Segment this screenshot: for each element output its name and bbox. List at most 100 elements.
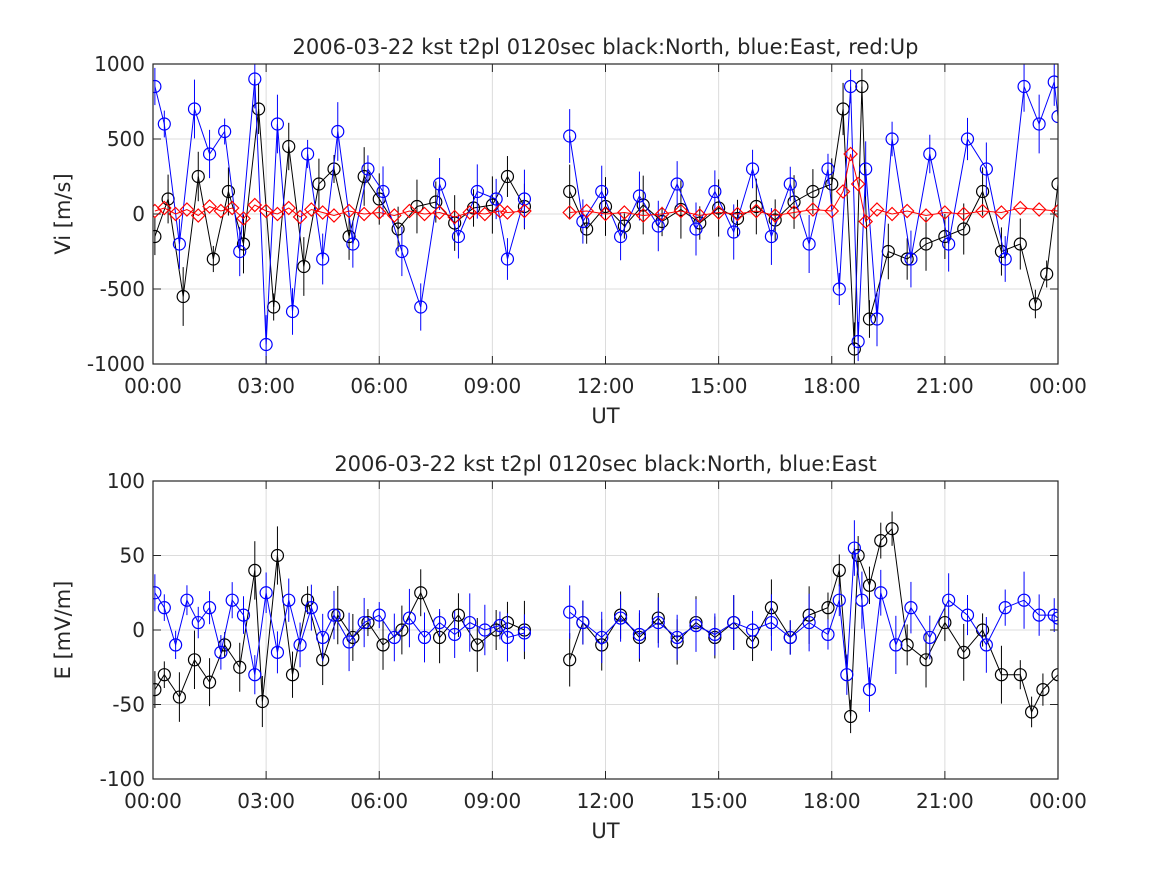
electric-field-north-point — [301, 593, 315, 607]
velocity-east-point — [248, 72, 262, 86]
velocity-east-point — [783, 177, 797, 191]
electric-field-east-point — [670, 630, 684, 645]
velocity-x-axis-label: UT — [591, 404, 619, 428]
electric-field-east-point — [500, 630, 515, 645]
velocity-y-tick-label: 0 — [132, 202, 145, 226]
velocity-up-point — [635, 208, 651, 223]
electric-field-east-point — [342, 635, 356, 649]
electric-field-east-point — [764, 615, 779, 630]
velocity-up-series-line — [569, 153, 1058, 223]
velocity-chart-title: 2006-03-22 kst t2pl 0120sec black:North,… — [293, 35, 919, 59]
electric-field-north-point — [874, 533, 888, 548]
velocity-east-point — [851, 334, 865, 349]
velocity-up-point — [835, 184, 851, 199]
electric-field-east-point — [1017, 593, 1031, 607]
electric-field-north-point — [172, 690, 186, 704]
electric-field-east-point — [727, 615, 741, 630]
electric-field-y-tick-label: 100 — [107, 469, 145, 493]
electric-field-north-point — [994, 668, 1009, 682]
velocity-up-point — [767, 208, 783, 223]
electric-field-north-point — [376, 638, 390, 652]
electric-field-east-point — [651, 615, 665, 630]
electric-field-east-series-line — [154, 592, 525, 675]
velocity-east-point — [870, 312, 884, 326]
electric-field-chart-title: 2006-03-22 kst t2pl 0120sec black:North,… — [334, 452, 876, 476]
velocity-north-point — [191, 169, 205, 184]
velocity-y-tick-label: 500 — [107, 127, 145, 151]
velocity-north-point — [957, 222, 971, 236]
electric-field-x-axis-label: UT — [591, 819, 619, 843]
velocity-east-point — [651, 219, 665, 233]
electric-field-east-point — [282, 593, 296, 607]
velocity-east-point — [979, 162, 993, 176]
electric-field-north-point — [1025, 705, 1039, 719]
velocity-north-point — [749, 199, 763, 214]
velocity-x-tick-label: 15:00 — [690, 374, 748, 398]
velocity-up-point — [692, 208, 708, 223]
velocity-north-point — [500, 169, 515, 184]
velocity-up-point — [843, 146, 858, 162]
velocity-north-point — [674, 202, 688, 217]
velocity-north-point — [825, 177, 839, 191]
velocity-east-point — [172, 237, 186, 251]
electric-field-north-point — [248, 563, 262, 578]
electric-field-east-point — [979, 638, 993, 652]
velocity-east-point — [844, 79, 858, 94]
velocity-east-point — [361, 162, 375, 176]
velocity-north-point — [938, 229, 952, 244]
velocity-east-point — [500, 252, 515, 266]
electric-field-north-point — [157, 668, 171, 682]
electric-field-north-point — [187, 653, 202, 667]
electric-field-east-point — [448, 627, 462, 642]
velocity-up-point — [315, 205, 331, 220]
velocity-east-point — [414, 300, 428, 314]
velocity-north-point — [1013, 237, 1027, 251]
electric-field-x-tick-label: 00:00 — [124, 789, 182, 813]
velocity-up-point — [786, 205, 802, 220]
velocity-east-point — [708, 184, 722, 199]
velocity-up-point — [247, 197, 263, 213]
electric-field-panel: 00:00 03:00 06:00 09:00 12:00 15:00 18:00 21:00… — [51, 452, 1087, 843]
velocity-east-point — [451, 229, 466, 244]
velocity-north-point — [900, 252, 914, 266]
velocity-east-point — [764, 229, 779, 244]
velocity-up-point — [937, 205, 953, 220]
electric-field-north-point — [270, 548, 285, 563]
electric-field-north-point — [563, 653, 577, 667]
velocity-east-point — [187, 102, 202, 116]
velocity-east-point — [233, 244, 247, 259]
electric-field-east-point — [248, 668, 262, 682]
velocity-panel: 00:00 03:00 06:00 09:00 12:00 15:00 18:00 21:00… — [51, 35, 1087, 428]
electric-field-east-point — [847, 541, 861, 555]
velocity-east-point — [595, 184, 609, 199]
electric-field-east-point — [998, 601, 1012, 615]
velocity-up-point — [562, 205, 578, 220]
electric-field-x-tick-label: 18:00 — [803, 789, 861, 813]
velocity-east-point — [259, 337, 273, 352]
velocity-up-point — [432, 205, 447, 220]
electric-field-east-point — [1047, 608, 1058, 622]
electric-field-north-point — [885, 522, 899, 536]
velocity-up-point — [500, 205, 515, 220]
electric-field-east-point — [153, 586, 162, 600]
electric-field-x-tick-label: 09:00 — [464, 789, 522, 813]
electric-field-north-point — [821, 601, 835, 615]
velocity-x-tick-label: 00:00 — [1029, 374, 1087, 398]
electric-field-east-point — [478, 623, 492, 637]
velocity-up-point — [156, 200, 172, 216]
velocity-east-point — [563, 129, 577, 143]
electric-field-east-point — [191, 615, 205, 630]
velocity-north-point — [1028, 297, 1042, 311]
electric-field-east-point — [745, 623, 760, 637]
electric-field-y-tick-label: 0 — [132, 618, 145, 642]
velocity-east-point — [576, 214, 590, 229]
electric-field-east-point — [708, 627, 722, 642]
velocity-up-point — [202, 199, 217, 214]
velocity-east-point — [202, 147, 217, 161]
electric-field-east-point — [862, 682, 877, 697]
velocity-east-point — [1017, 79, 1031, 94]
electric-field-north-point — [919, 653, 933, 667]
electric-field-east-point — [202, 601, 217, 615]
velocity-up-point — [417, 206, 432, 222]
